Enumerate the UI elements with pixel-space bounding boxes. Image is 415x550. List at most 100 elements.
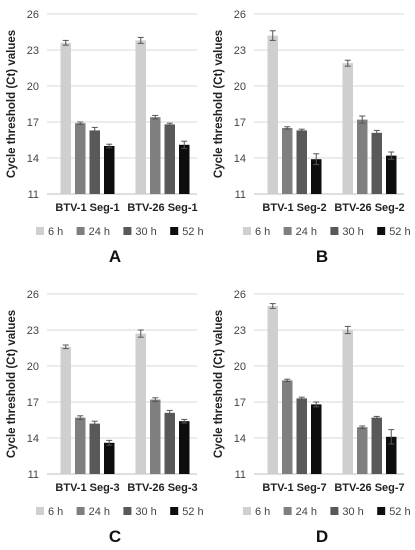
legend-swatch-6h bbox=[36, 507, 44, 515]
y-axis-title: Cycle threshold (Ct) values bbox=[6, 30, 18, 178]
x-tick-label: BTV-26 Seg-1 bbox=[127, 202, 197, 214]
error-bar bbox=[137, 36, 144, 44]
panel-label: A bbox=[109, 247, 121, 266]
bar-6h-1 bbox=[60, 42, 71, 194]
y-tick-label: 23 bbox=[27, 45, 39, 57]
chart-panel-d: Cycle threshold (Ct) values 11 14 17 20 23 26 B… bbox=[213, 289, 411, 546]
error-bar bbox=[373, 129, 380, 136]
y-tick-label: 20 bbox=[234, 361, 246, 373]
y-tick-label: 26 bbox=[27, 9, 39, 21]
legend-label: 6 h bbox=[255, 226, 270, 238]
error-bar bbox=[91, 420, 98, 427]
error-bar bbox=[269, 303, 276, 309]
y-tick-label: 23 bbox=[27, 325, 39, 337]
legend-label: 52 h bbox=[389, 506, 410, 518]
legend-swatch-52h bbox=[170, 507, 179, 515]
legend-swatch-24h bbox=[283, 507, 292, 515]
x-tick-label: BTV-26 Seg-2 bbox=[334, 202, 404, 214]
error-bar bbox=[359, 425, 366, 429]
bar-30h-1 bbox=[89, 423, 100, 474]
error-bar bbox=[284, 126, 291, 130]
bar-30h-1 bbox=[296, 398, 307, 474]
error-bar bbox=[344, 325, 351, 335]
legend-label: 24 h bbox=[89, 226, 110, 238]
bar-30h-2 bbox=[371, 417, 382, 474]
y-tick-label: 14 bbox=[234, 433, 246, 445]
y-axis-title: Cycle threshold (Ct) values bbox=[6, 310, 18, 458]
bar-24h-1 bbox=[282, 128, 293, 194]
legend-swatch-30h bbox=[123, 227, 132, 235]
legend-label: 30 h bbox=[135, 226, 156, 238]
bar-6h-2 bbox=[135, 40, 146, 195]
bar-6h-1 bbox=[267, 306, 278, 474]
bar-24h-1 bbox=[75, 417, 86, 474]
legend-swatch-6h bbox=[36, 227, 44, 235]
error-bar bbox=[388, 429, 395, 445]
bar-52h-1 bbox=[311, 404, 322, 474]
legend-swatch-30h bbox=[330, 227, 339, 235]
bar-52h-2 bbox=[179, 144, 190, 194]
error-bar bbox=[284, 378, 291, 383]
error-bar bbox=[152, 397, 159, 402]
error-bar bbox=[77, 121, 84, 125]
bar-6h-2 bbox=[135, 333, 146, 474]
legend-swatch-30h bbox=[123, 507, 132, 515]
y-tick-label: 11 bbox=[28, 189, 39, 201]
legend-swatch-6h bbox=[243, 227, 251, 235]
legend-label: 30 h bbox=[135, 506, 156, 518]
y-tick-label: 11 bbox=[235, 469, 246, 481]
error-bar bbox=[77, 415, 84, 420]
error-bar bbox=[106, 143, 113, 149]
x-tick-label: BTV-26 Seg-7 bbox=[334, 482, 404, 494]
error-bar bbox=[106, 439, 113, 446]
error-bar bbox=[359, 115, 366, 124]
error-bar bbox=[313, 153, 320, 166]
x-tick-label: BTV-1 Seg-3 bbox=[55, 482, 119, 494]
bar-52h-2 bbox=[179, 421, 190, 474]
error-bar bbox=[298, 396, 305, 401]
bar-6h-1 bbox=[267, 35, 278, 194]
error-bar bbox=[388, 151, 395, 160]
error-bar bbox=[269, 30, 276, 41]
error-bar bbox=[313, 401, 320, 408]
error-bar bbox=[344, 59, 351, 67]
y-tick-label: 20 bbox=[27, 81, 39, 93]
legend-label: 6 h bbox=[255, 506, 270, 518]
error-bar bbox=[181, 418, 188, 424]
y-tick-label: 14 bbox=[234, 153, 246, 165]
legend-label: 24 h bbox=[89, 506, 110, 518]
y-tick-label: 11 bbox=[235, 189, 246, 201]
x-tick-label: BTV-26 Seg-3 bbox=[127, 482, 197, 494]
bar-24h-2 bbox=[150, 117, 161, 194]
error-bar bbox=[166, 409, 173, 416]
legend-swatch-24h bbox=[76, 227, 85, 235]
y-tick-label: 17 bbox=[234, 397, 246, 409]
y-tick-label: 20 bbox=[234, 81, 246, 93]
y-tick-label: 23 bbox=[234, 325, 246, 337]
x-tick-label: BTV-1 Seg-7 bbox=[262, 482, 326, 494]
legend-label: 30 h bbox=[342, 226, 363, 238]
bar-52h-1 bbox=[104, 146, 115, 194]
legend-swatch-6h bbox=[243, 507, 251, 515]
bar-30h-1 bbox=[296, 130, 307, 194]
y-tick-label: 11 bbox=[28, 469, 39, 481]
error-bar bbox=[181, 140, 188, 149]
legend-label: 6 h bbox=[48, 506, 63, 518]
legend-label: 52 h bbox=[389, 226, 410, 238]
y-tick-label: 17 bbox=[234, 117, 246, 129]
legend-label: 52 h bbox=[182, 226, 203, 238]
bar-30h-2 bbox=[164, 412, 175, 474]
error-bar bbox=[62, 344, 69, 350]
bar-52h-2 bbox=[386, 436, 397, 474]
legend-swatch-52h bbox=[377, 227, 386, 235]
error-bar bbox=[298, 128, 305, 133]
bar-30h-2 bbox=[371, 132, 382, 194]
panel-label: D bbox=[316, 527, 328, 546]
legend-label: 52 h bbox=[182, 506, 203, 518]
y-tick-label: 17 bbox=[27, 397, 39, 409]
y-tick-label: 14 bbox=[27, 433, 39, 445]
chart-panel-c: Cycle threshold (Ct) values 11 14 17 20 23 26 B… bbox=[6, 289, 204, 546]
error-bar bbox=[152, 114, 159, 120]
error-bar bbox=[373, 415, 380, 420]
